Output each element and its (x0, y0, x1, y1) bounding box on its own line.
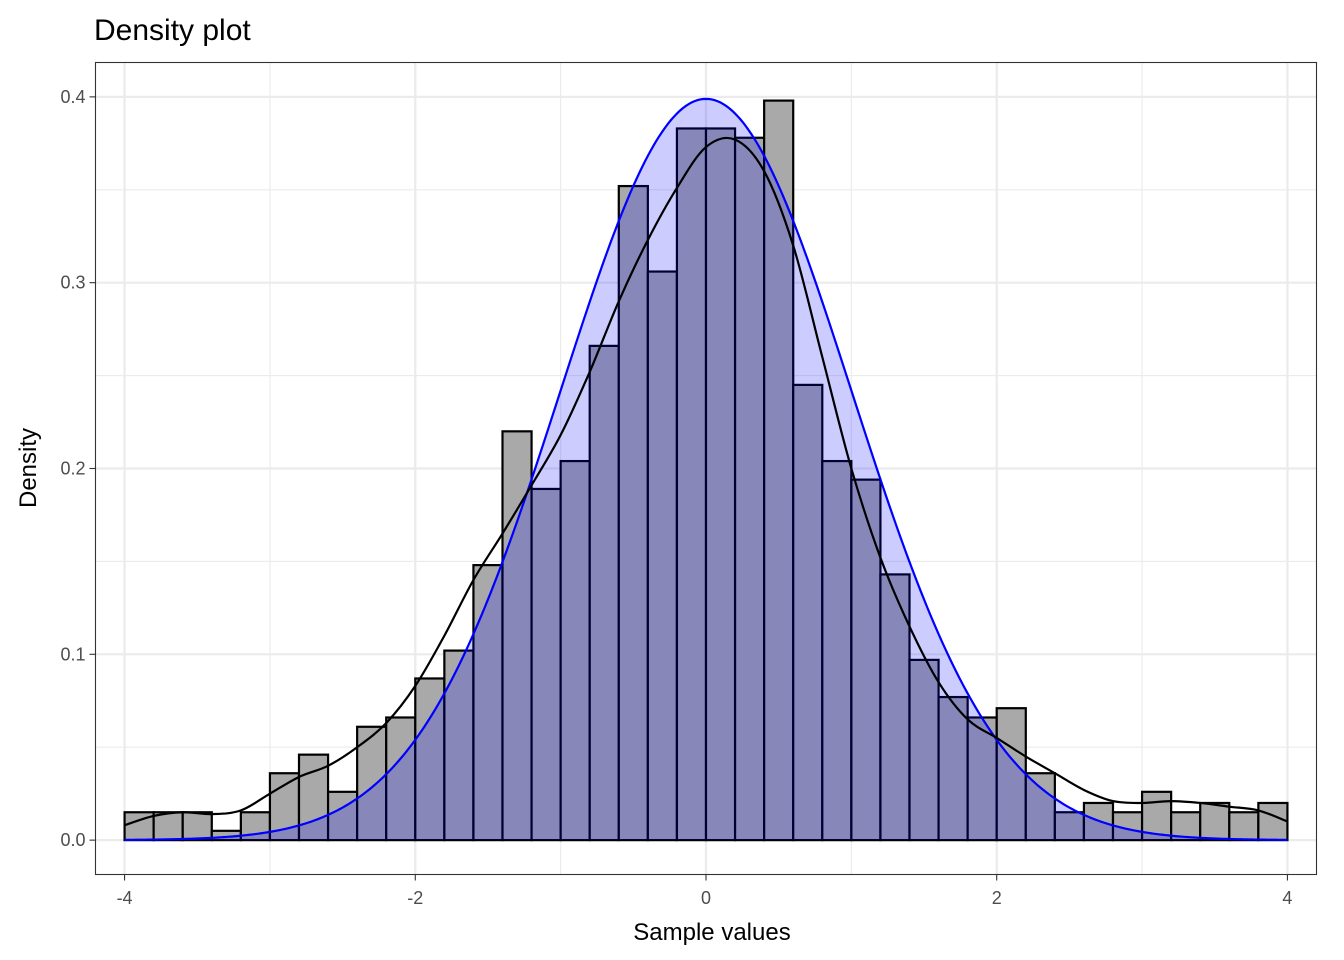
x-tick-label: -2 (407, 888, 423, 908)
y-tick-label: 0.4 (60, 87, 85, 107)
x-tick-label: 0 (701, 888, 711, 908)
x-tick-label: -4 (117, 888, 133, 908)
y-axis-title: Density (15, 428, 42, 508)
histogram-bar (472, 564, 504, 842)
histogram-bar (995, 707, 1027, 842)
histogram-bar (559, 459, 591, 842)
y-tick-label: 0.0 (60, 830, 85, 850)
histogram-bar (821, 459, 853, 842)
histogram-bar (908, 658, 940, 842)
normal-density-line (124, 97, 1288, 841)
y-tick-label: 0.2 (60, 459, 85, 479)
normal-density-area (124, 97, 1288, 841)
histogram-bar (733, 136, 766, 842)
histogram-bar (588, 344, 620, 842)
histogram-bar (530, 487, 562, 842)
histogram-bar (414, 677, 446, 842)
histogram-bar (1024, 772, 1056, 842)
histogram-bar (152, 811, 184, 842)
x-tick-label: 4 (1282, 888, 1292, 908)
histogram-bar (385, 716, 417, 842)
chart-title: Density plot (94, 14, 251, 47)
histogram-bar (181, 811, 213, 842)
histogram-bar (1257, 801, 1289, 842)
x-axis-ticks: -4 -2 0 2 4 (117, 874, 1292, 908)
histogram-bar (501, 430, 533, 842)
normal-density-fill (124, 98, 1288, 841)
y-tick-label: 0.1 (60, 644, 85, 664)
histogram-bar (792, 383, 824, 842)
histogram-bar (850, 478, 882, 842)
x-axis-title: Sample values (633, 919, 790, 946)
histogram-bar (1053, 811, 1086, 842)
histogram-bars (123, 99, 1289, 842)
histogram-bar (646, 270, 679, 842)
y-tick-label: 0.3 (60, 273, 85, 293)
x-tick-label: 2 (992, 888, 1002, 908)
y-axis-ticks: 0.0 0.1 0.2 0.3 0.4 (60, 87, 96, 850)
kde-curve (124, 136, 1288, 827)
kernel-density-line (124, 136, 1288, 827)
histogram-bar (1199, 801, 1231, 842)
histogram-bar (1228, 811, 1260, 842)
